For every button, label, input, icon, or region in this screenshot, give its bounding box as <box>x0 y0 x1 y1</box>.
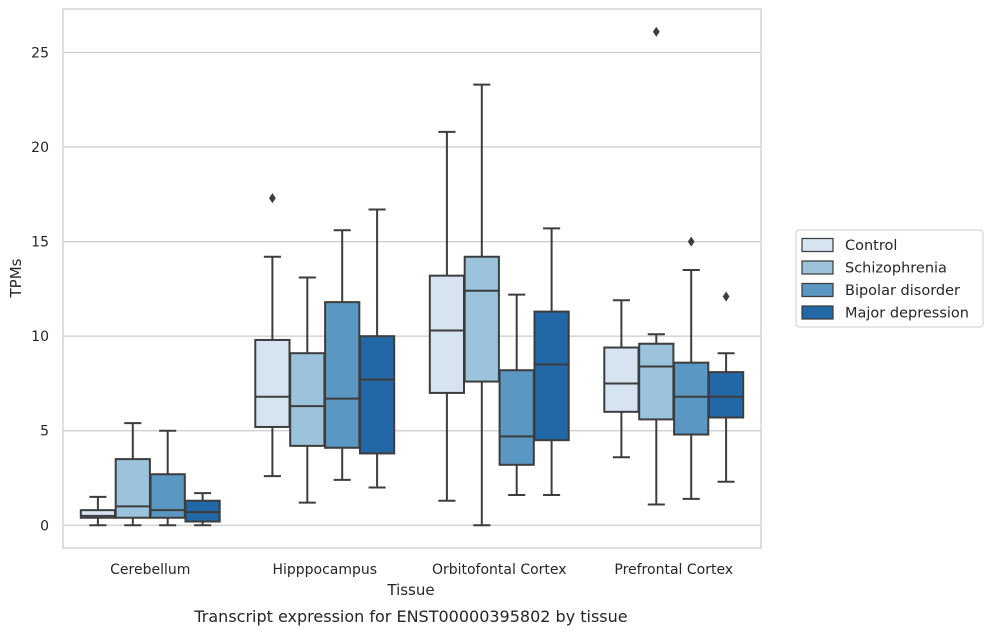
box-bipolar-disorder <box>498 293 535 497</box>
x-tick-label: Orbitofontal Cortex <box>432 562 567 578</box>
y-axis-label: TPMs <box>7 258 25 298</box>
box-control <box>254 193 291 478</box>
outlier-point <box>687 236 695 247</box>
x-tick-label: Prefrontal Cortex <box>614 562 733 578</box>
box-iqr <box>289 352 326 447</box>
box-bipolar-disorder <box>149 429 186 527</box>
outlier-point <box>652 26 660 37</box>
legend-swatch <box>801 282 834 298</box>
box-schizophrenia <box>114 422 151 527</box>
plot-frame <box>62 8 762 549</box>
box-control <box>428 130 466 502</box>
legend-swatch <box>801 237 834 253</box>
legend-label: Major depression <box>845 306 969 322</box>
outlier-point <box>269 193 276 204</box>
box-control <box>603 299 640 459</box>
box-iqr <box>358 335 396 455</box>
y-tick-label: 5 <box>40 424 49 440</box>
box-iqr <box>324 301 361 449</box>
x-tick-label: Hipppocampus <box>272 562 377 578</box>
y-tick-label: 25 <box>31 45 49 61</box>
box-iqr <box>149 473 186 519</box>
box-series <box>79 26 745 527</box>
box-iqr <box>463 255 500 383</box>
x-tick-labels: Cerebellum Hipppocampus Orbitofontal Corte… <box>110 562 733 578</box>
box-iqr <box>254 338 291 428</box>
legend-label: Bipolar disorder <box>845 283 960 299</box>
box-iqr <box>673 361 710 436</box>
box-iqr <box>428 274 466 394</box>
x-tick-label: Cerebellum <box>110 562 190 578</box>
outlier-point <box>722 291 730 302</box>
x-axis-label: Tissue <box>386 581 434 599</box>
box-iqr <box>707 371 745 419</box>
y-tick-label: 15 <box>31 235 49 251</box>
legend: Control Schizophrenia Bipolar disorder Majo… <box>795 229 984 328</box>
box-major-depression <box>184 492 221 527</box>
y-tick-labels: 0 5 10 15 20 25 <box>31 45 49 534</box>
legend-frame <box>795 229 984 328</box>
box-iqr <box>533 310 570 442</box>
y-tick-label: 10 <box>31 329 49 345</box>
chart-caption: Transcript expression for ENST0000039580… <box>193 607 627 626</box>
box-major-depression <box>533 227 570 497</box>
box-iqr <box>114 458 151 519</box>
box-iqr <box>498 369 535 466</box>
box-iqr <box>638 342 675 421</box>
box-iqr <box>603 346 640 413</box>
box-major-depression <box>358 208 396 489</box>
gridlines <box>63 51 761 526</box>
y-tick-label: 20 <box>31 140 49 156</box>
box-schizophrenia <box>638 26 675 506</box>
y-tick-label: 0 <box>40 518 49 534</box>
box-major-depression <box>707 291 745 483</box>
box-bipolar-disorder <box>324 229 361 481</box>
box-bipolar-disorder <box>673 236 710 500</box>
box-schizophrenia <box>289 276 326 504</box>
legend-label: Control <box>845 238 897 254</box>
box-schizophrenia <box>463 83 500 527</box>
legend-label: Schizophrenia <box>845 261 947 277</box>
legend-swatch <box>801 305 834 320</box>
legend-swatch <box>801 260 834 275</box>
